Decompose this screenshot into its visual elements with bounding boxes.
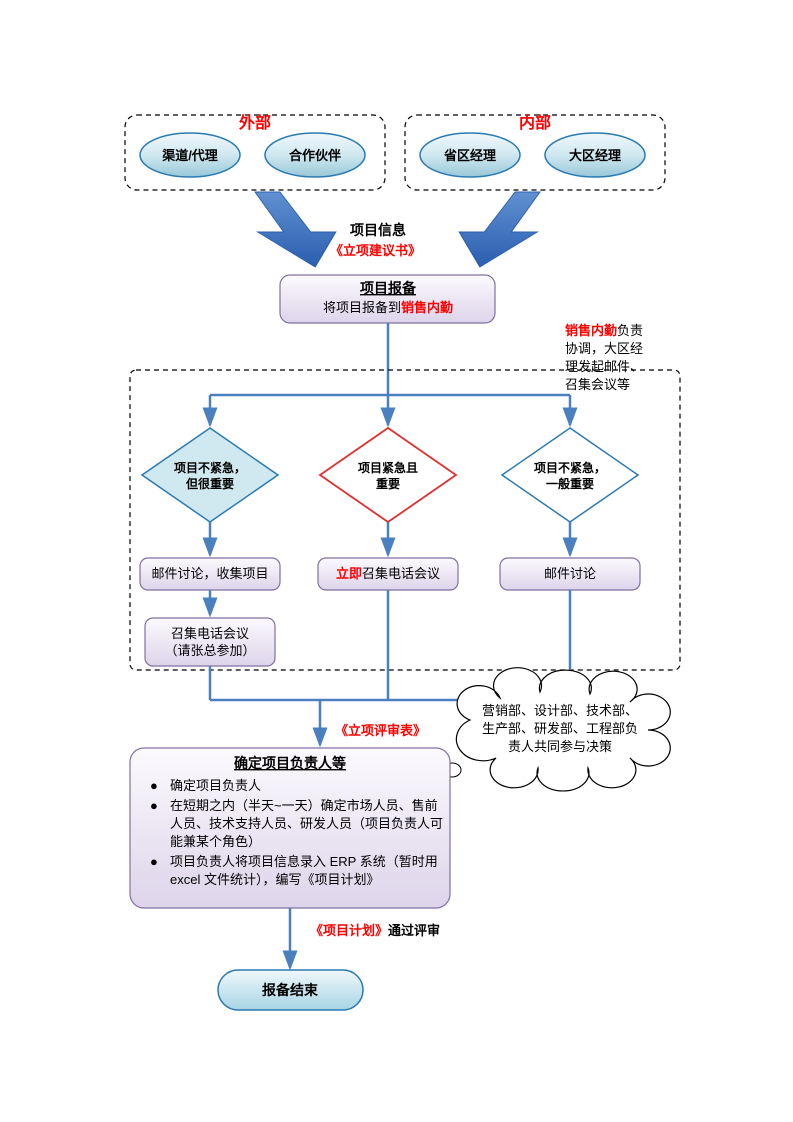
detail-b3b: excel 文件统计），编写《项目计划》 xyxy=(170,872,379,887)
report-line: 将项目报备到销售内勤 xyxy=(323,300,453,315)
diamond-right-l1: 项目不紧急， xyxy=(534,460,606,475)
phone-l1: 召集电话会议 xyxy=(171,626,249,641)
detail-b2c: 能兼某个角色） xyxy=(170,834,261,849)
internal-header: 内部 xyxy=(519,113,551,132)
diamond-left xyxy=(142,428,278,522)
big-arrow-right xyxy=(450,192,548,267)
cloud-l2: 生产部、研发部、工程部负 xyxy=(482,721,638,736)
diamond-left-l1: 项目不紧急， xyxy=(174,460,246,475)
diamond-left-l2: 但很重要 xyxy=(185,476,234,491)
plan-label: 《项目计划》通过评审 xyxy=(310,923,440,938)
diamond-mid-l1: 项目紧急且 xyxy=(358,460,418,475)
ellipse-region-label: 大区经理 xyxy=(569,148,621,163)
action-right-label: 邮件讨论 xyxy=(544,566,596,581)
proposal-doc-label: 《立项建议书》 xyxy=(330,243,421,258)
detail-b2b: 人员、技术支持人员、研发人员（项目负责人可 xyxy=(170,816,443,831)
phone-l2: （请张总参加） xyxy=(164,643,255,658)
cloud-l1: 营销部、设计部、技术部、 xyxy=(482,703,638,718)
diamond-mid xyxy=(320,428,456,522)
external-header: 外部 xyxy=(238,113,271,132)
diamond-mid-l2: 重要 xyxy=(376,476,400,491)
cloud-l3: 责人共同参与决策 xyxy=(508,739,612,754)
end-label: 报备结束 xyxy=(262,982,319,998)
ellipse-partner-label: 合作伙伴 xyxy=(289,148,341,163)
detail-b2a: 在短期之内（半天~一天）确定市场人员、售前 xyxy=(170,798,438,813)
project-info-label: 项目信息 xyxy=(350,222,406,238)
bullet-1: ● xyxy=(150,778,158,793)
ellipse-province-label: 省区经理 xyxy=(443,148,496,163)
action-left-label: 邮件讨论，收集项目 xyxy=(151,566,268,581)
side-note: 销售内勤负责 协调，大区经 理发起邮件、 召集会议等 xyxy=(565,322,647,392)
bullet-2: ● xyxy=(150,798,158,813)
report-title: 项目报备 xyxy=(360,280,417,296)
detail-b1: 确定项目负责人 xyxy=(170,778,261,793)
bullet-3: ● xyxy=(150,854,158,869)
detail-b3a: 项目负责人将项目信息录入 ERP 系统（暂时用 xyxy=(170,854,438,869)
diamond-right xyxy=(502,428,638,522)
diamond-right-l2: 一般重要 xyxy=(546,476,594,491)
ellipse-channel-label: 渠道/代理 xyxy=(161,148,218,163)
action-mid-label: 立即召集电话会议 xyxy=(336,566,440,581)
detail-title: 确定项目负责人等 xyxy=(234,755,346,771)
flowchart-canvas: 外部 内部 渠道/代理 合作伙伴 省区经理 大区经理 项目信息 《立项建议书》 … xyxy=(0,0,793,1122)
review-label: 《立项评审表》 xyxy=(335,723,426,738)
